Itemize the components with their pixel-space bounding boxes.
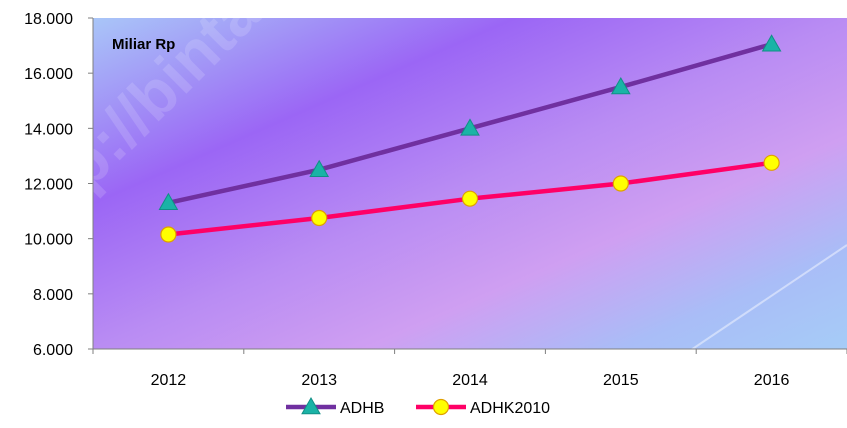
y-tick-label: 6.000	[33, 342, 73, 359]
axes: 6.000 8.000 10.000 12.000 14.000 16.000 18.000…	[24, 11, 847, 389]
y-tick-label: 18.000	[24, 11, 73, 28]
data-point	[612, 175, 629, 192]
watermark-line	[574, 244, 847, 428]
y-tick-label: 14.000	[24, 121, 73, 138]
data-point	[461, 190, 479, 207]
data-point	[460, 118, 480, 136]
series-adhb	[158, 34, 782, 211]
data-point	[311, 209, 328, 227]
data-point	[309, 159, 330, 177]
series-layer	[158, 34, 782, 243]
y-tick-label: 10.000	[24, 232, 73, 249]
y-tick-label: 8.000	[33, 287, 73, 304]
legend-item: ADHK2010	[416, 398, 550, 417]
data-point	[761, 34, 782, 52]
legend-item: ADHB	[286, 396, 384, 417]
legend-swatch-marker	[301, 396, 321, 415]
y-tick-label: 16.000	[24, 66, 73, 83]
series-adhk2010	[160, 154, 780, 243]
unit-label: Miliar Rp	[112, 36, 175, 53]
data-point	[160, 226, 177, 243]
legend-swatch-marker	[432, 398, 450, 416]
plot-area	[93, 18, 847, 349]
x-tick-label: 2012	[151, 372, 187, 389]
y-tick-label: 12.000	[24, 177, 73, 194]
x-tick-label: 2013	[301, 372, 337, 389]
x-tick-label: 2015	[603, 372, 639, 389]
x-tick-label: 2014	[452, 372, 488, 389]
data-point	[610, 76, 631, 95]
data-point	[158, 192, 179, 211]
data-point	[763, 154, 780, 171]
legend: ADHB ADHK2010	[286, 396, 550, 417]
legend-label: ADHK2010	[470, 400, 550, 417]
x-tick-label: 2016	[754, 372, 790, 389]
legend-label: ADHB	[340, 400, 384, 417]
